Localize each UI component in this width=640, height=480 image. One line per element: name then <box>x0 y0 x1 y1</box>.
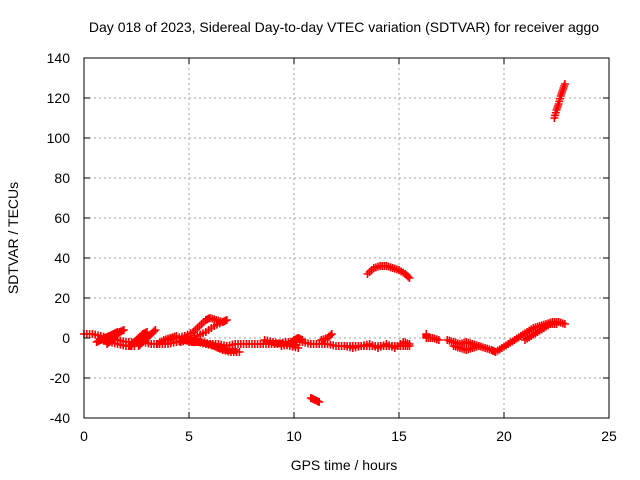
x-tick-label: 20 <box>496 428 512 444</box>
plot-frame <box>83 57 610 419</box>
data-point <box>327 330 336 338</box>
y-tick-label: 120 <box>47 90 71 106</box>
data-point <box>294 344 303 352</box>
data-point <box>222 316 231 324</box>
y-tick-label: 80 <box>54 170 70 186</box>
y-axis-title: SDTVAR / TECUs <box>5 182 21 294</box>
data-point <box>560 80 569 88</box>
data-point <box>298 336 307 344</box>
data-point <box>119 326 128 334</box>
y-tick-label: -40 <box>50 410 70 426</box>
x-axis-ticks: 0 5 10 15 20 25 <box>80 58 617 444</box>
data-point <box>552 320 561 328</box>
data-point <box>326 331 335 340</box>
y-tick-label: 140 <box>47 50 71 66</box>
grid <box>84 58 609 418</box>
chart-title: Day 018 of 2023, Sidereal Day-to-day VTE… <box>89 19 599 35</box>
y-tick-label: 0 <box>62 330 70 346</box>
data-points <box>80 80 569 406</box>
y-tick-label: 20 <box>54 290 70 306</box>
data-point <box>151 326 160 334</box>
y-tick-label: 40 <box>54 250 70 266</box>
y-tick-label: 100 <box>47 130 71 146</box>
x-tick-label: 0 <box>80 428 88 444</box>
y-axis-ticks: -40 -20 0 20 40 60 80 100 120 140 <box>47 50 609 426</box>
y-tick-label: 60 <box>54 210 70 226</box>
data-point <box>231 346 240 354</box>
data-point <box>130 342 139 350</box>
x-tick-label: 5 <box>185 428 193 444</box>
data-point <box>235 348 244 356</box>
y-tick-label: -20 <box>50 370 70 386</box>
x-tick-label: 25 <box>601 428 617 444</box>
data-point <box>474 342 483 350</box>
data-point <box>404 272 413 281</box>
x-tick-label: 10 <box>286 428 302 444</box>
data-point <box>315 398 324 406</box>
data-point <box>150 327 158 336</box>
x-tick-label: 15 <box>391 428 407 444</box>
data-point <box>434 336 443 344</box>
data-point <box>560 320 569 328</box>
data-point <box>405 340 414 348</box>
x-axis-title: GPS time / hours <box>291 457 398 473</box>
data-point <box>405 274 414 282</box>
